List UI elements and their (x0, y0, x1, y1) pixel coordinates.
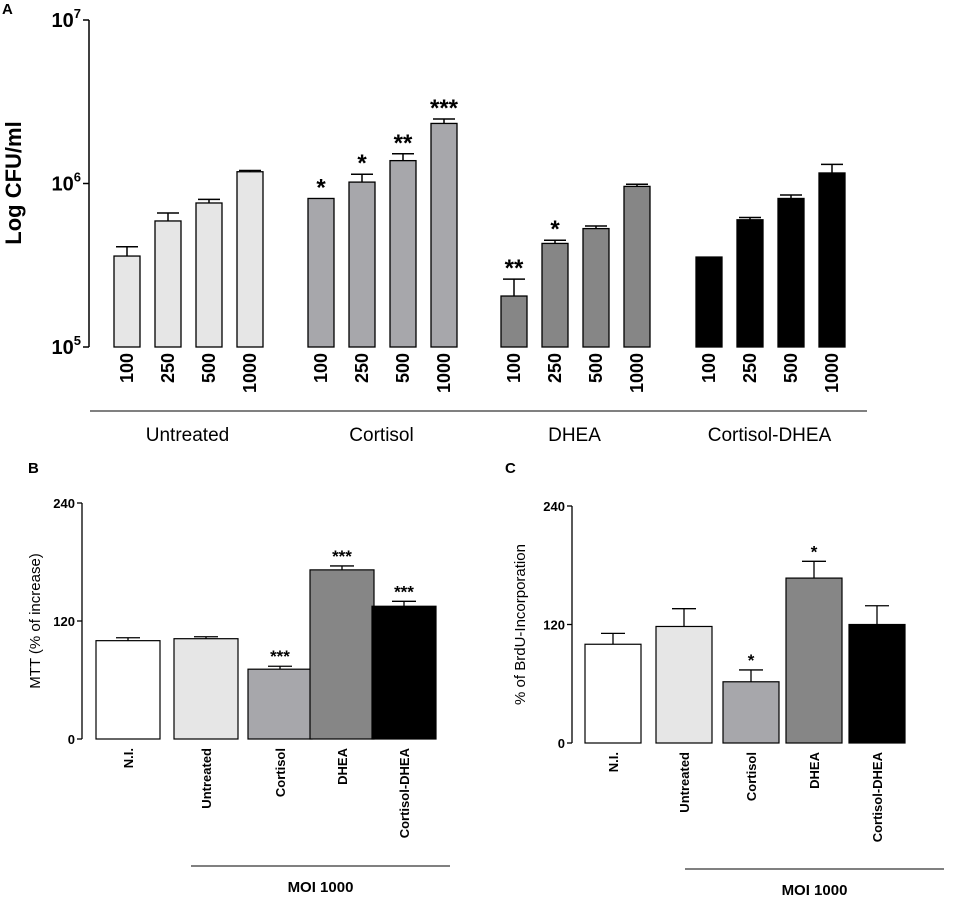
group-label-b: MOI 1000 (288, 879, 354, 896)
significance-label-c: * (811, 542, 818, 561)
significance-label-a: *** (430, 95, 459, 122)
y-tick-label-c: 120 (543, 618, 565, 633)
x-tick-label-b: DHEA (335, 747, 350, 784)
x-tick-label-a: 250 (352, 353, 372, 383)
panel-letter-b: B (28, 460, 39, 477)
bar-b (309, 569, 375, 740)
x-tick-label-a: 100 (311, 353, 331, 383)
x-tick-label-a: 500 (586, 353, 606, 383)
bar-c (655, 625, 713, 744)
x-tick-label-a: 250 (545, 353, 565, 383)
bar-b (371, 605, 437, 740)
group-label-a: Untreated (146, 425, 229, 446)
significance-label-b: *** (270, 647, 290, 666)
group-label-a: Cortisol (349, 425, 413, 446)
x-tick-label-a: 250 (158, 353, 178, 383)
x-tick-label-a: 1000 (627, 353, 647, 393)
significance-label-b: *** (332, 547, 352, 566)
significance-label-a: * (357, 150, 367, 177)
group-label-a: Cortisol-DHEA (708, 425, 832, 446)
bar-a (307, 197, 335, 348)
panel-letter-a: A (2, 1, 13, 18)
bar-a (695, 256, 723, 348)
panel-a-chart: 105 106 107 Log CFU/ml 100 250 500 1000 Untreate… (1, 6, 867, 446)
bar-a (195, 202, 223, 348)
significance-label-a: * (550, 216, 560, 243)
y-tick-label-b: 120 (53, 614, 75, 629)
x-tick-label-a: 1000 (822, 353, 842, 393)
y-tick-label-c: 240 (543, 499, 565, 514)
x-tick-label-b: N.I. (121, 748, 136, 768)
y-axis-label-b: MTT (% of increase) (27, 553, 44, 689)
bar-b (247, 668, 313, 740)
bar-c (722, 681, 780, 744)
x-tick-label-c: Untreated (677, 752, 692, 813)
x-tick-label-a: 500 (199, 353, 219, 383)
y-tick-label-b: 0 (68, 732, 75, 747)
group-label-c: MOI 1000 (782, 882, 848, 899)
bar-a (541, 242, 569, 348)
panel-letter-c: C (505, 460, 516, 477)
bar-c (848, 623, 906, 744)
significance-label-a: * (316, 174, 326, 201)
bar-a (113, 255, 141, 348)
x-tick-label-a: 500 (393, 353, 413, 383)
y-tick-label-a: 105 (52, 333, 81, 359)
group-label-a: DHEA (548, 425, 601, 446)
bar-a (430, 122, 458, 348)
bar-c (584, 643, 642, 744)
y-tick-label-b: 240 (53, 496, 75, 511)
bar-a (582, 227, 610, 348)
panel-c-chart: 0 120 240 % of BrdU-Incorporation N.I. Untrea… (512, 499, 944, 899)
x-tick-label-c: Cortisol (744, 752, 759, 801)
x-tick-label-a: 500 (781, 353, 801, 383)
x-tick-label-a: 250 (740, 353, 760, 383)
y-tick-label-c: 0 (558, 736, 565, 751)
bar-a (348, 181, 376, 348)
significance-label-c: * (748, 651, 755, 670)
bar-b (95, 640, 161, 740)
x-tick-label-c: N.I. (606, 752, 621, 772)
bar-a (236, 171, 264, 348)
x-tick-label-a: 100 (117, 353, 137, 383)
x-tick-label-b: Cortisol (273, 748, 288, 797)
bar-a (736, 219, 764, 348)
x-tick-label-a: 1000 (240, 353, 260, 393)
bar-a (777, 197, 805, 348)
bar-c (785, 577, 843, 744)
y-axis-label-a: Log CFU/ml (1, 121, 26, 244)
bar-a (818, 172, 846, 348)
y-tick-label-a: 107 (52, 6, 81, 32)
y-tick-label-a: 106 (52, 170, 81, 196)
bar-a (154, 220, 182, 348)
significance-label-a: ** (394, 130, 413, 157)
x-tick-label-a: 100 (504, 353, 524, 383)
bar-b (173, 638, 239, 740)
bar-a (389, 159, 417, 348)
panel-b-chart: 0 120 240 MTT (% of increase) N.I. Untreated *… (27, 496, 450, 896)
x-tick-label-b: Untreated (199, 748, 214, 809)
y-axis-label-c: % of BrdU-Incorporation (512, 544, 529, 705)
x-tick-label-b: Cortisol-DHEA (397, 747, 412, 838)
significance-label-a: ** (505, 255, 524, 282)
x-tick-label-a: 100 (699, 353, 719, 383)
x-tick-label-c: Cortisol-DHEA (870, 751, 885, 842)
significance-label-b: *** (394, 582, 414, 601)
x-tick-label-a: 1000 (434, 353, 454, 393)
bar-a (623, 185, 651, 348)
x-tick-label-c: DHEA (807, 751, 822, 788)
bar-a (500, 295, 528, 348)
